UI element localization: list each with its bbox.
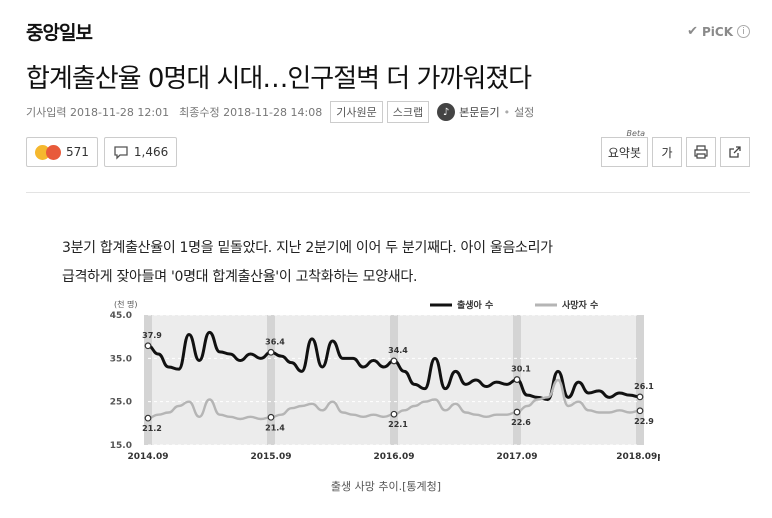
x-tick-label: 2016.09: [374, 452, 415, 462]
data-point-marker: [267, 413, 275, 421]
y-tick-label: 15.0: [110, 441, 132, 451]
comment-count: 1,466: [133, 145, 169, 159]
data-point-marker: [636, 407, 644, 415]
data-label: 30.1: [511, 365, 531, 374]
check-icon: ✔: [687, 24, 698, 39]
font-size-button[interactable]: 가: [652, 137, 682, 167]
speaker-icon: ♪: [437, 103, 456, 121]
reaction-count: 571: [66, 145, 89, 159]
header-divider: [26, 192, 750, 193]
reaction-bar: 571 1,466: [26, 137, 178, 167]
data-label: 22.9: [634, 417, 654, 426]
updated-date: 최종수정 2018-11-28 14:08: [179, 106, 323, 119]
highlight-band-2: [390, 315, 398, 445]
print-icon: [694, 145, 708, 159]
font-size-label: 가: [661, 145, 673, 160]
angry-emoji-icon: [46, 144, 61, 160]
separator-dot: •: [503, 105, 511, 119]
print-button[interactable]: [686, 137, 716, 167]
data-label: 36.4: [265, 337, 285, 346]
x-tick-label: 2014.09: [128, 452, 169, 462]
data-label: 21.2: [142, 424, 162, 433]
data-point-marker: [390, 357, 398, 365]
data-label: 34.4: [388, 346, 408, 355]
share-button[interactable]: [720, 137, 750, 167]
speech-bubble-icon: [114, 145, 128, 160]
body-line-1: 3분기 합계출산율이 1명을 밑돌았다. 지난 2분기에 이어 두 분기째다. …: [62, 240, 553, 256]
y-tick-label: 45.0: [110, 311, 132, 321]
highlight-band-4: [636, 315, 644, 445]
legend-label: 사망자 수: [562, 299, 598, 311]
births-deaths-chart: 45.0 35.0 25.0 15.0 (천 명) 2014.09 2015.09 2016.…: [110, 299, 660, 462]
chart-caption: 출생 사망 추이.[통계청]: [330, 480, 442, 493]
info-icon[interactable]: i: [737, 25, 750, 38]
data-label: 21.4: [265, 423, 285, 432]
article-title: 합계출산율 0명대 시대…인구절벽 더 가까워졌다: [26, 64, 532, 94]
data-point-marker: [144, 342, 152, 350]
article-tools: 요약봇 Beta 가: [600, 129, 750, 167]
y-unit-label: (천 명): [114, 299, 138, 309]
summary-bot-button[interactable]: 요약봇 Beta: [600, 129, 648, 167]
data-point-marker: [267, 348, 275, 356]
data-point-marker: [513, 408, 521, 416]
data-label: 37.9: [142, 331, 162, 340]
data-label: 22.1: [388, 420, 408, 429]
data-label: 26.1: [634, 382, 654, 391]
reaction-button[interactable]: 571: [26, 137, 98, 167]
share-icon: [729, 146, 741, 158]
pick-badge[interactable]: ✔ PiCK i: [687, 24, 750, 39]
listen-label: 본문듣기: [459, 106, 500, 119]
x-tick-label: 2015.09: [251, 452, 292, 462]
comment-button[interactable]: 1,466: [103, 137, 178, 167]
data-point-marker: [513, 376, 521, 383]
data-point-marker: [390, 410, 398, 418]
highlight-band-1: [267, 315, 275, 445]
input-date: 기사입력 2018-11-28 12:01: [26, 106, 170, 119]
data-label: 22.6: [511, 418, 531, 427]
scrap-button[interactable]: 스크랩: [386, 101, 430, 123]
listen-button[interactable]: ♪ 본문듣기: [437, 103, 500, 121]
data-point-marker: [636, 393, 644, 401]
highlight-band-0: [144, 315, 152, 445]
y-tick-label: 35.0: [110, 354, 132, 364]
pick-label: PiCK: [701, 24, 733, 39]
summary-bot-label: 요약봇: [607, 145, 641, 160]
x-tick-label: 2017.09: [497, 452, 538, 462]
beta-badge: Beta: [626, 129, 645, 138]
article-meta: 기사입력 2018-11-28 12:01 최종수정 2018-11-28 14…: [26, 101, 534, 123]
settings-link[interactable]: 설정: [514, 106, 535, 119]
body-line-2: 급격하게 잦아들며 '0명대 합계출산율'이 고착화하는 모양새다.: [62, 269, 418, 285]
y-tick-label: 25.0: [110, 398, 132, 408]
original-article-button[interactable]: 기사원문: [330, 101, 383, 123]
legend-label: 출생아 수: [457, 299, 493, 311]
newspaper-logo[interactable]: 중앙일보: [26, 22, 93, 44]
x-tick-label: 2018.09p: [616, 452, 660, 462]
data-point-marker: [144, 414, 152, 422]
article-body: 3분기 합계출산율이 1명을 밑돌았다. 지난 2분기에 이어 두 분기째다. …: [62, 234, 742, 292]
